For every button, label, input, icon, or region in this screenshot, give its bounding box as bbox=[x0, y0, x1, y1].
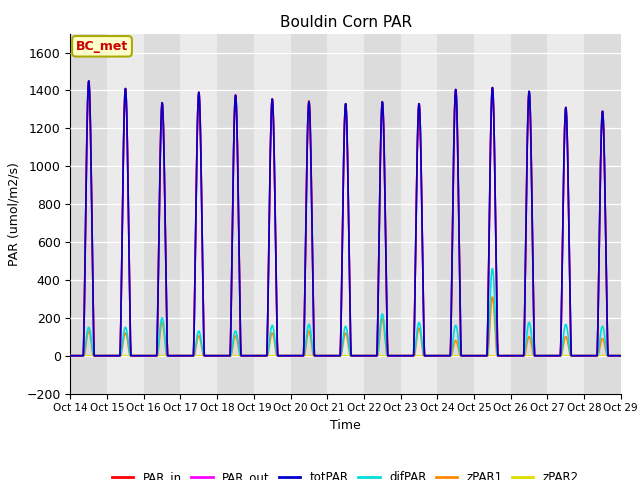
Text: BC_met: BC_met bbox=[76, 40, 128, 53]
Bar bbox=[254, 34, 291, 394]
Y-axis label: PAR (umol/m2/s): PAR (umol/m2/s) bbox=[8, 162, 20, 265]
X-axis label: Time: Time bbox=[330, 419, 361, 432]
Bar bbox=[291, 34, 327, 394]
Title: Bouldin Corn PAR: Bouldin Corn PAR bbox=[280, 15, 412, 30]
Bar bbox=[144, 34, 180, 394]
Bar bbox=[584, 34, 621, 394]
Bar bbox=[70, 34, 107, 394]
Bar bbox=[511, 34, 547, 394]
Bar bbox=[474, 34, 511, 394]
Bar bbox=[180, 34, 217, 394]
Bar bbox=[547, 34, 584, 394]
Legend: PAR_in, PAR_out, totPAR, difPAR, zPAR1, zPAR2: PAR_in, PAR_out, totPAR, difPAR, zPAR1, … bbox=[108, 466, 584, 480]
Bar bbox=[217, 34, 254, 394]
Bar bbox=[327, 34, 364, 394]
Bar bbox=[364, 34, 401, 394]
Bar bbox=[107, 34, 144, 394]
Bar bbox=[401, 34, 437, 394]
Bar bbox=[437, 34, 474, 394]
